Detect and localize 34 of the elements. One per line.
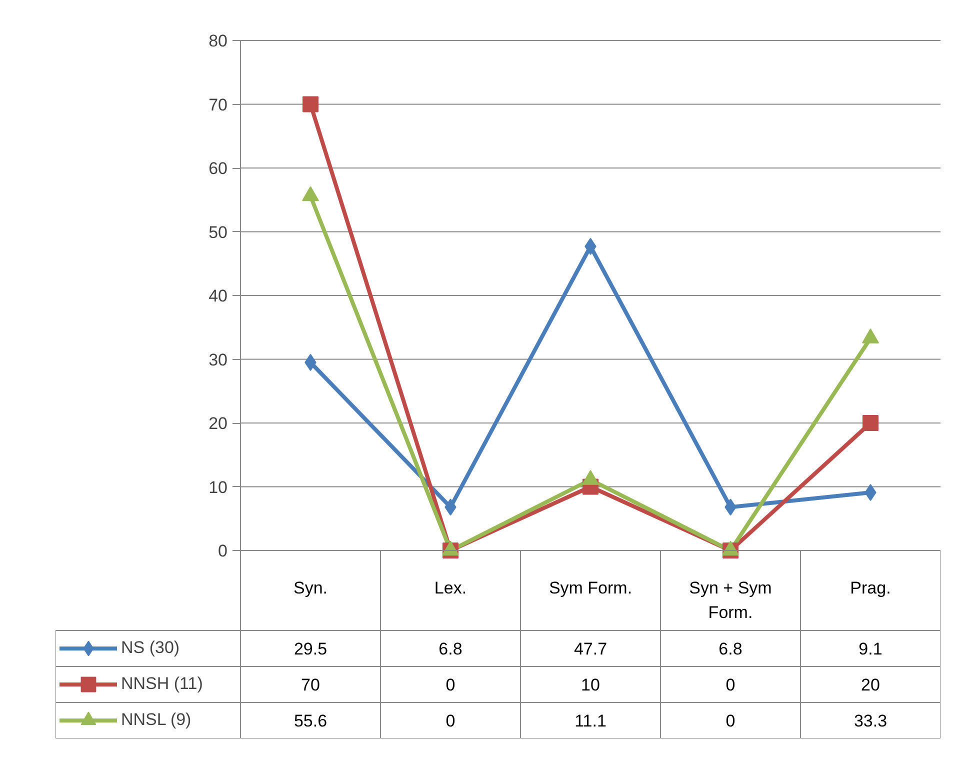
data-label: 0 xyxy=(726,676,736,694)
y-tick-label: 10 xyxy=(208,478,228,497)
data-label: 0 xyxy=(446,712,456,730)
y-tick-label: 0 xyxy=(218,542,228,560)
data-label: 9.1 xyxy=(858,640,882,658)
x-tick-label: Lex. xyxy=(434,578,467,598)
data-label: 29.5 xyxy=(294,640,328,658)
legend-label: NNSL (9) xyxy=(121,709,192,731)
x-tick-label: Sym Form. xyxy=(548,578,632,598)
data-label: 6.8 xyxy=(718,640,742,658)
y-tick-label: 20 xyxy=(208,414,228,433)
point xyxy=(302,96,318,112)
data-label: 47.7 xyxy=(574,640,608,658)
legend-label: NNSH (11) xyxy=(121,673,203,695)
point xyxy=(862,415,878,431)
data-label: 0 xyxy=(446,676,456,694)
y-tick-label: 70 xyxy=(208,95,228,114)
data-label: 10 xyxy=(581,676,600,694)
x-tick-label: Syn + Sym Form. xyxy=(689,578,772,622)
legend-label: NS (30) xyxy=(121,637,180,659)
data-label: 0 xyxy=(726,712,736,730)
data-label: 6.8 xyxy=(438,640,462,658)
y-tick-label: 30 xyxy=(208,350,228,370)
y-tick-label: 40 xyxy=(208,286,228,306)
data-label: 70 xyxy=(301,676,320,694)
y-tick-label: 60 xyxy=(208,159,228,178)
x-tick-label: Syn. xyxy=(293,578,328,598)
data-label: 55.6 xyxy=(294,712,328,730)
data-label: 20 xyxy=(861,676,880,694)
y-tick-label: 50 xyxy=(208,222,228,242)
x-tick-label: Prag. xyxy=(850,578,891,598)
data-label: 33.3 xyxy=(854,712,888,730)
y-tick-label: 80 xyxy=(208,32,228,50)
data-label: 11.1 xyxy=(574,712,606,730)
